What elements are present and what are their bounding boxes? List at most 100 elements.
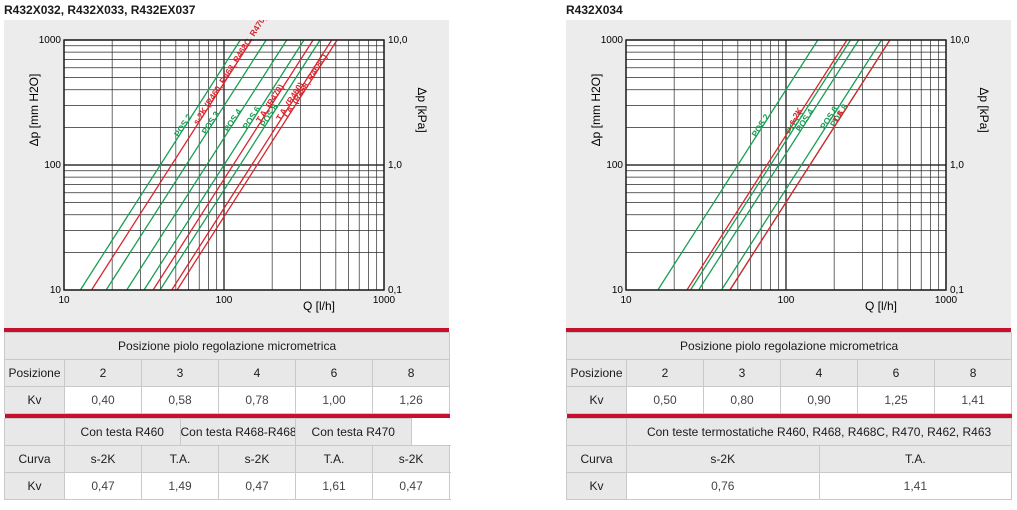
- curve-kv-value: 0,47: [371, 472, 451, 500]
- table-caption: Posizione piolo regolazione micrometrica: [565, 332, 1013, 360]
- y-tick-label: 1000: [601, 35, 624, 46]
- position-cell: 3: [703, 359, 781, 387]
- curve-kv-value: 0,76: [626, 472, 820, 500]
- chart-area-left: POS.2 POS.3 POS.4 POS.6 POS.8 s-2K (R460, R46…: [4, 20, 449, 328]
- x-tick-label: 10: [58, 295, 70, 306]
- table-separator: [4, 413, 450, 419]
- red-divider-left: [4, 328, 449, 332]
- y2-tick-label: 1,0: [950, 160, 964, 171]
- group-spacer: [4, 418, 65, 446]
- curve-kv-value: 1,41: [818, 472, 1013, 500]
- x-axis-label: Q [l/h]: [865, 299, 897, 313]
- series-line-8: [176, 39, 338, 291]
- series-line-3: [720, 39, 883, 291]
- series-line-7: [171, 39, 333, 291]
- y-axis-label: Δp [mm H2O]: [589, 74, 603, 147]
- kv-value: 1,25: [857, 386, 935, 414]
- series-line-1: [105, 39, 267, 291]
- curve-kv-value: 0,47: [64, 472, 142, 500]
- position-cell: 8: [933, 359, 1013, 387]
- kv-value: 0,58: [141, 386, 219, 414]
- position-cell: 2: [626, 359, 704, 387]
- y-tick-label: 10: [50, 285, 62, 296]
- curve-kv-value: 1,61: [295, 472, 373, 500]
- position-cell: 4: [218, 359, 296, 387]
- series-line-4: [159, 39, 321, 291]
- curve-kv-header: Kv: [566, 472, 627, 500]
- kv-header: Kv: [4, 386, 65, 414]
- series-line-0: [657, 39, 819, 291]
- curve-cell: T.A.: [295, 445, 373, 473]
- kv-value: 1,26: [371, 386, 451, 414]
- red-divider-right: [566, 328, 1011, 332]
- x-tick-label: 100: [216, 295, 233, 306]
- curve-cell: s-2K: [371, 445, 451, 473]
- position-cell: 6: [857, 359, 935, 387]
- curve-kv-value: 1,49: [141, 472, 219, 500]
- curve-header: Curva: [566, 445, 627, 473]
- y2-tick-label: 10,0: [950, 35, 970, 46]
- position-header: Posizione: [4, 359, 65, 387]
- group-header: Con testa R470: [295, 418, 412, 446]
- panel-title-left: R432X032, R432X033, R432EX037: [4, 3, 196, 17]
- curve-cell: T.A.: [141, 445, 219, 473]
- kv-value: 0,78: [218, 386, 296, 414]
- kv-value: 1,41: [933, 386, 1013, 414]
- curve-cell: T.A.: [818, 445, 1013, 473]
- y2-tick-label: 0,1: [388, 285, 402, 296]
- position-cell: 2: [64, 359, 142, 387]
- group-header: Con teste termostatiche R460, R468, R468…: [625, 418, 1013, 446]
- plot-border: [625, 39, 947, 291]
- series-line-1: [689, 39, 852, 291]
- y-tick-label: 100: [44, 160, 61, 171]
- y-axis-label: Δp [mm H2O]: [27, 74, 41, 147]
- x-tick-label: 10: [620, 295, 632, 306]
- position-cell: 8: [371, 359, 451, 387]
- group-header: Con testa R460: [64, 418, 181, 446]
- position-cell: 3: [141, 359, 219, 387]
- curve-cell: s-2K: [218, 445, 296, 473]
- position-header: Posizione: [566, 359, 627, 387]
- panel-title-right: R432X034: [566, 3, 623, 17]
- chart-right: POS.2POS.3POS.4POS.6POS.8s-2KT.A.1010010…: [589, 35, 991, 313]
- y2-tick-label: 10,0: [388, 35, 408, 46]
- kv-table-right: Posizione piolo regolazione micrometrica…: [565, 332, 1013, 500]
- series-line-6: [729, 39, 891, 291]
- series-line-5: [90, 39, 253, 291]
- curve-cell: s-2K: [626, 445, 820, 473]
- series-line-2: [126, 39, 288, 291]
- grid: [625, 39, 947, 291]
- position-cell: 6: [295, 359, 373, 387]
- group-header: Con testa R468-R468C: [179, 418, 296, 446]
- y2-axis-label: Δp [kPa]: [977, 87, 991, 132]
- x-tick-label: 1000: [373, 295, 396, 306]
- curve-header: Curva: [4, 445, 65, 473]
- y2-tick-label: 1,0: [388, 160, 402, 171]
- kv-value: 0,40: [64, 386, 142, 414]
- kv-header: Kv: [566, 386, 627, 414]
- kv-value: 0,80: [703, 386, 781, 414]
- curve-kv-value: 0,47: [218, 472, 296, 500]
- curve-cell: s-2K: [64, 445, 142, 473]
- x-tick-label: 1000: [935, 295, 958, 306]
- series-line-3: [143, 39, 305, 291]
- table-caption: Posizione piolo regolazione micrometrica: [3, 332, 451, 360]
- curve-kv-header: Kv: [4, 472, 65, 500]
- kv-value: 0,90: [780, 386, 858, 414]
- kv-table-left: Posizione piolo regolazione micrometrica…: [3, 332, 451, 500]
- y2-axis-label: Δp [kPa]: [415, 87, 429, 132]
- y-tick-label: 100: [606, 160, 623, 171]
- x-tick-label: 100: [778, 295, 795, 306]
- kv-value: 0,50: [626, 386, 704, 414]
- y2-tick-label: 0,1: [950, 285, 964, 296]
- plot-border: [63, 39, 385, 291]
- position-cell: 4: [780, 359, 858, 387]
- kv-value: 1,00: [295, 386, 373, 414]
- chart-area-right: POS.2POS.3POS.4POS.6POS.8s-2KT.A.1010010…: [566, 20, 1011, 328]
- series-line-0: [79, 39, 241, 291]
- series-line-6: [152, 39, 314, 291]
- y-tick-label: 10: [612, 285, 624, 296]
- x-axis-label: Q [l/h]: [303, 299, 335, 313]
- y-tick-label: 1000: [39, 35, 62, 46]
